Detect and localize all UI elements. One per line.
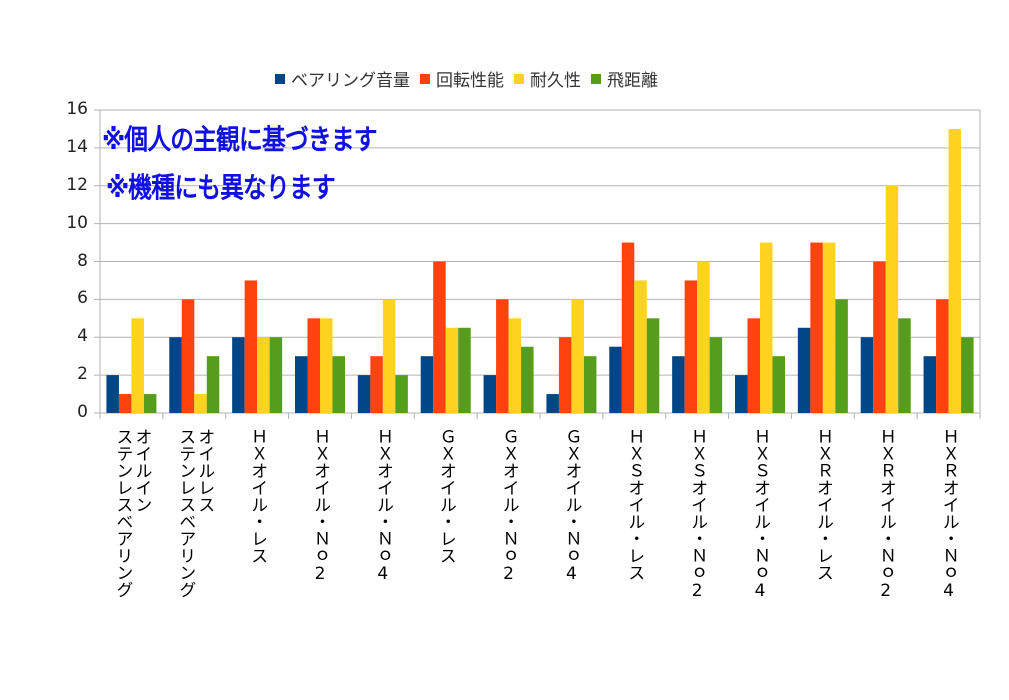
bar [169,337,182,413]
bar [672,356,685,413]
x-tick-label: ＨＸＳオイル・Ｎｏ4 [750,428,770,601]
legend-item: 飛距離 [591,66,658,91]
bar [609,346,622,413]
bar [709,337,723,413]
bar [948,128,962,413]
bar [571,299,584,413]
x-tick-label: ＨＸＲオイル・レス [812,428,833,581]
bar [735,375,748,413]
bar [546,394,559,413]
y-tick-label: 4 [77,326,88,347]
bar [433,261,446,413]
x-tick-label: ＨＸオイル・Ｎｏ2 [310,428,330,584]
bar [621,242,635,413]
bar [244,280,258,413]
x-tick-label: オイルイン ステンレスベアリング [112,428,152,598]
x-tick-label: ＨＸＲオイル・Ｎｏ4 [938,428,959,601]
bar [923,356,937,413]
x-tick-label: ＨＸオイル・レス [247,428,268,564]
legend-item: 回転性能 [420,66,504,91]
bar [320,318,333,413]
bar [797,327,811,413]
bar [810,242,823,413]
bar [382,299,396,413]
y-tick-label: 6 [77,288,88,309]
bar [194,394,207,413]
bar [395,375,408,413]
legend-swatch [420,73,430,84]
y-tick-label: 10 [66,212,88,233]
bar [118,394,132,413]
legend-label: 耐久性 [530,71,581,91]
legend-swatch [275,73,285,84]
y-tick-label: 8 [77,250,88,271]
bar [181,299,195,413]
legend-swatch [514,73,524,84]
bar [143,394,157,413]
x-tick-label: ＧＸオイル・レス [435,428,456,564]
bar [646,318,660,413]
legend-label: 飛距離 [607,71,658,91]
bar [483,375,497,413]
bar [772,356,785,413]
bar [860,337,874,413]
bar [822,242,836,413]
legend-label: ベアリング音量 [291,71,410,91]
bar [760,242,773,413]
bar [445,327,459,413]
bar [521,346,534,413]
x-tick-label: ＧＸオイル・Ｎｏ4 [561,428,582,584]
legend-item: ベアリング音量 [275,66,410,91]
bar [106,375,119,413]
y-tick-label: 2 [77,364,88,385]
bar [697,261,710,413]
bar [885,185,899,413]
legend-item: 耐久性 [514,66,581,91]
legend: ベアリング音量 回転性能 耐久性 飛距離 [275,66,658,91]
y-tick-label: 16 [66,99,88,119]
bar [684,280,698,413]
bar [873,261,886,413]
bar [206,356,220,413]
bar [295,356,308,413]
bar [496,299,509,413]
y-tick-label: 14 [66,136,88,157]
bar [936,299,949,413]
annotation-note: ※個人の主観に基づきます [102,123,378,156]
bar [508,318,522,413]
bar [232,337,245,413]
bar [357,375,371,413]
bar [583,356,597,413]
bar [332,356,345,413]
bar [131,318,144,413]
x-tick-label: オイルレス ステンレスベアリング [175,428,215,598]
y-tick-label: 12 [66,174,88,195]
y-tick-label: 0 [77,402,88,422]
x-tick-label: ＨＸＲオイル・Ｎｏ2 [875,428,896,601]
annotation-note: ※機種にも異なります [106,171,336,204]
bar [370,356,383,413]
x-tick-label: ＨＸオイル・Ｎｏ4 [372,428,393,584]
x-tick-label: ＧＸオイル・Ｎｏ2 [498,428,519,584]
x-tick-label: ＨＸＳオイル・レス [624,428,645,581]
bar [961,337,974,413]
bar [307,318,320,413]
x-tick-label: ＨＸＳオイル・Ｎｏ2 [687,428,708,601]
bar [458,327,471,413]
bar [558,337,572,413]
bar [420,356,434,413]
legend-label: 回転性能 [436,71,504,91]
bar [898,318,911,413]
bar [257,337,270,413]
legend-swatch [591,73,601,84]
bar [269,337,283,413]
bar [634,280,647,413]
bar [835,299,848,413]
bar [747,318,760,413]
